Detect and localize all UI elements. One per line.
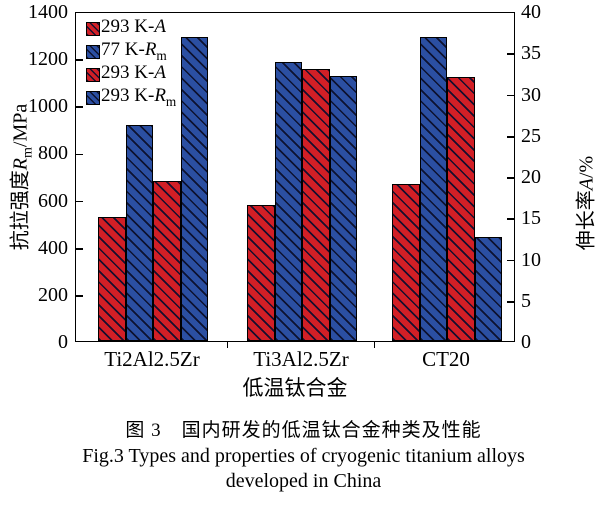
y-tick-label-left: 1400: [28, 1, 68, 23]
tick-mark: [507, 94, 514, 97]
tick-mark: [76, 200, 83, 203]
legend-swatch-red-hatch-icon: [86, 67, 100, 82]
bar-chart: 293 K-A 77 K-Rm 293 K-A 293 K-Rm 0 200 400…: [9, 1, 598, 400]
bar-Ti3Al2.5Zr-series1: [247, 204, 275, 341]
legend-swatch-red-hatch-icon: [86, 21, 100, 36]
x-tick-mark: [373, 342, 376, 348]
tick-mark: [76, 295, 83, 297]
y-tick-label-right: 10: [521, 248, 541, 271]
y-tick-label-left: 400: [38, 236, 68, 259]
bar-CT20-series3: [447, 77, 475, 341]
legend-label: 293 K-A: [101, 16, 166, 38]
y-tick-label-left: 0: [58, 331, 68, 353]
bar-Ti3Al2.5Zr-series4: [329, 75, 357, 341]
legend-label: 293 K-A: [101, 62, 166, 84]
tick-mark: [507, 300, 514, 303]
y-tick-label-left: 600: [38, 189, 68, 212]
caption-english-line2: developed in China: [225, 470, 382, 492]
x-axis-title: 低温钛合金: [242, 376, 348, 400]
figure-caption: 图 3 国内研发的低温钛合金种类及性能 Fig.3 Types and prop…: [0, 418, 607, 494]
bar-Ti3Al2.5Zr-series2: [274, 61, 302, 341]
y-tick-label-right: 25: [521, 124, 541, 147]
tick-mark: [507, 53, 514, 56]
legend-item: 293 K-A: [86, 62, 176, 86]
x-category-label: Ti2Al2.5Zr: [104, 347, 200, 371]
tick-mark: [76, 153, 83, 156]
bar-CT20-series2: [419, 36, 447, 341]
legend-swatch-blue-hatch-icon: [86, 44, 100, 59]
bar-CT20-series1: [392, 184, 420, 341]
bar-Ti2Al2.5Zr-series1: [98, 217, 126, 341]
plot-area: 293 K-A 77 K-Rm 293 K-A 293 K-Rm: [75, 12, 515, 342]
bar-CT20-series4: [474, 237, 502, 341]
y-tick-label-left: 200: [38, 283, 68, 306]
y-axis-left-title: 抗拉强度Rm/MPa: [9, 103, 36, 251]
y-tick-label-right: 20: [521, 166, 541, 188]
y-tick-label-left: 1200: [28, 48, 68, 71]
bar-Ti2Al2.5Zr-series4: [180, 36, 208, 341]
tick-mark: [76, 106, 83, 109]
tick-mark: [507, 259, 514, 262]
tick-mark: [507, 177, 514, 179]
tick-mark: [76, 59, 83, 61]
x-category-label: CT20: [422, 347, 470, 371]
y-tick-label-left: 800: [38, 142, 68, 165]
legend-swatch-blue-hatch-icon: [86, 90, 100, 105]
legend: 293 K-A 77 K-Rm 293 K-A 293 K-Rm: [86, 16, 177, 109]
tick-mark: [507, 218, 514, 221]
bar-Ti2Al2.5Zr-series2: [125, 125, 153, 341]
y-tick-label-right: 30: [521, 83, 541, 106]
tick-mark: [507, 135, 514, 138]
legend-label: 293 K-Rm: [101, 85, 177, 109]
caption-english-line1: Fig.3 Types and properties of cryogenic …: [82, 445, 525, 467]
x-tick-mark: [226, 342, 229, 348]
bar-Ti2Al2.5Zr-series3: [153, 180, 181, 341]
y-tick-label-right: 15: [521, 207, 541, 230]
tick-mark: [76, 247, 83, 250]
legend-item: 293 K-A: [86, 16, 176, 40]
legend-label: 77 K-Rm: [101, 39, 167, 63]
legend-item: 293 K-Rm: [86, 85, 177, 109]
y-tick-label-right: 40: [521, 1, 541, 23]
y-tick-label-right: 0: [521, 331, 531, 353]
caption-chinese: 图 3 国内研发的低温钛合金种类及性能: [125, 420, 482, 441]
bar-Ti3Al2.5Zr-series3: [302, 68, 330, 341]
y-tick-label-right: 5: [521, 289, 531, 312]
legend-item: 77 K-Rm: [86, 39, 176, 63]
x-category-label: Ti3Al2.5Zr: [253, 347, 349, 371]
y-tick-label-left: 1000: [28, 95, 68, 118]
y-tick-label-right: 35: [521, 42, 541, 65]
y-axis-right-title: 伸长率A/%: [575, 155, 598, 251]
